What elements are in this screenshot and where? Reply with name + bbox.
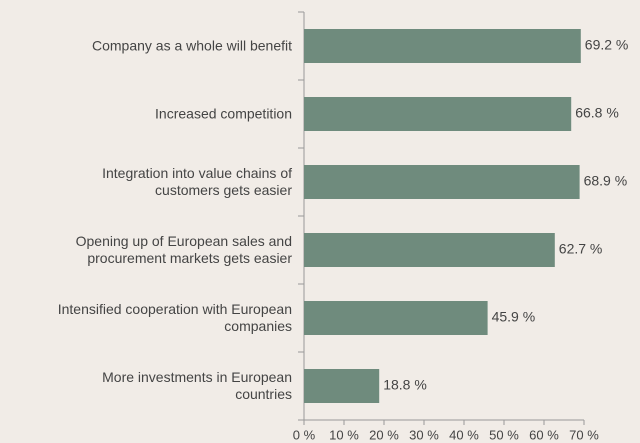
value-label: 69.2 %: [585, 37, 629, 53]
bar: [304, 369, 380, 403]
category-label: More investments in European countries: [102, 369, 292, 402]
value-label: 66.8 %: [575, 105, 619, 121]
value-label: 45.9 %: [492, 309, 536, 325]
x-tick-label: 50 %: [489, 427, 519, 442]
bar: [304, 301, 488, 335]
bar: [304, 233, 555, 267]
category-label: Intensified cooperation with European co…: [57, 301, 292, 334]
category-label: Integration into value chains of custome…: [102, 165, 292, 198]
value-label: 62.7 %: [559, 241, 603, 257]
x-tick-label: 20 %: [369, 427, 399, 442]
category-label: Increased competition: [155, 105, 292, 122]
value-label: 68.9 %: [584, 173, 628, 189]
value-label: 18.8 %: [383, 377, 427, 393]
bar: [304, 165, 580, 199]
x-tick-label: 0 %: [293, 427, 316, 442]
category-label: Company as a whole will benefit: [92, 37, 292, 54]
bar: [304, 97, 572, 131]
category-label: Opening up of European sales and procure…: [75, 233, 292, 266]
bar: [304, 29, 581, 63]
x-tick-label: 60 %: [529, 427, 559, 442]
x-tick-label: 40 %: [449, 427, 479, 442]
x-tick-label: 10 %: [329, 427, 359, 442]
x-tick-label: 30 %: [409, 427, 439, 442]
x-tick-label: 70 %: [569, 427, 599, 442]
